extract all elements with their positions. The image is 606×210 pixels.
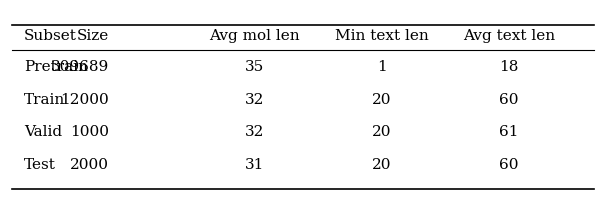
Text: Test: Test — [24, 158, 56, 172]
Text: 35: 35 — [245, 60, 264, 74]
Text: Avg text len: Avg text len — [463, 29, 555, 43]
Text: 20: 20 — [372, 158, 391, 172]
Text: Subset: Subset — [24, 29, 77, 43]
Text: 309689: 309689 — [51, 60, 109, 74]
Text: 1000: 1000 — [70, 125, 109, 139]
Text: 18: 18 — [499, 60, 519, 74]
Text: 1: 1 — [377, 60, 387, 74]
Text: 61: 61 — [499, 125, 519, 139]
Text: Train: Train — [24, 93, 65, 107]
Text: 60: 60 — [499, 158, 519, 172]
Text: Avg mol len: Avg mol len — [209, 29, 300, 43]
Text: Pretrain: Pretrain — [24, 60, 88, 74]
Text: 31: 31 — [245, 158, 264, 172]
Text: Valid: Valid — [24, 125, 62, 139]
Text: 60: 60 — [499, 93, 519, 107]
Text: Size: Size — [77, 29, 109, 43]
Text: 20: 20 — [372, 93, 391, 107]
Text: Min text len: Min text len — [335, 29, 428, 43]
Text: 32: 32 — [245, 93, 264, 107]
Text: 20: 20 — [372, 125, 391, 139]
Text: 12000: 12000 — [61, 93, 109, 107]
Text: 2000: 2000 — [70, 158, 109, 172]
Text: 32: 32 — [245, 125, 264, 139]
